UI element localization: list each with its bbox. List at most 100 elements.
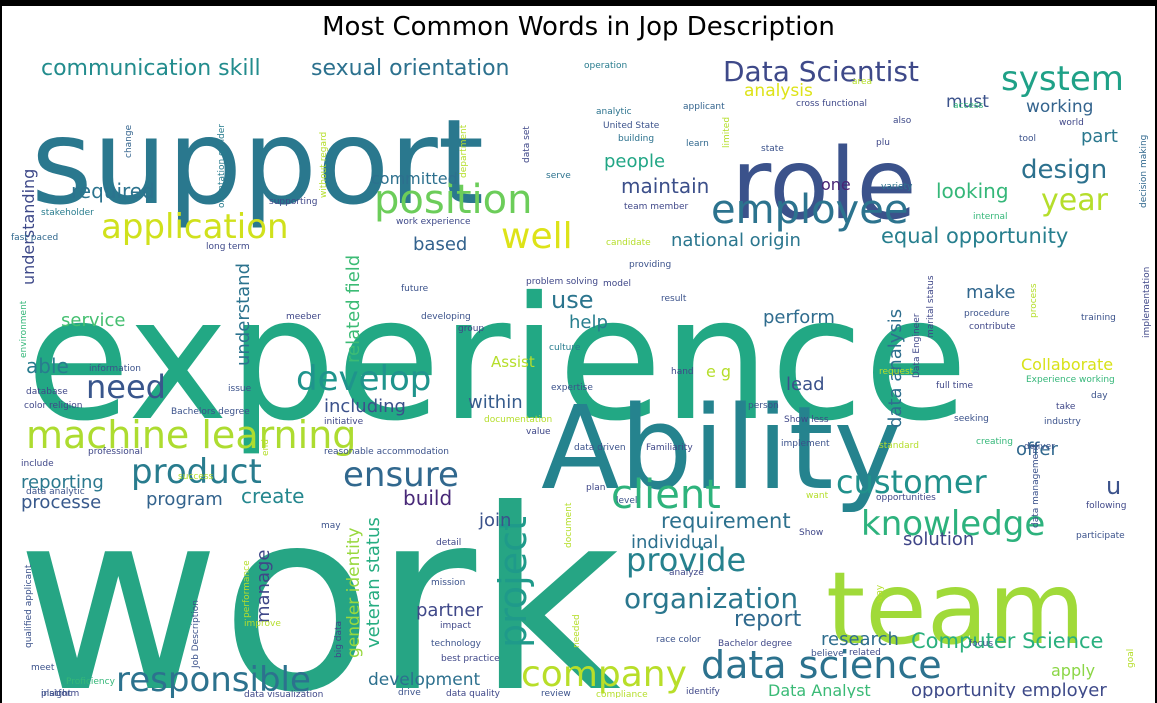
word-group: group xyxy=(458,324,484,334)
word-service: service xyxy=(61,310,125,331)
word-sexual-orientation: sexual orientation xyxy=(311,56,510,81)
word-understanding: understanding xyxy=(19,169,38,285)
word-tool: tool xyxy=(1019,134,1036,144)
word-building: building xyxy=(618,134,654,144)
word-assist: Assist xyxy=(491,353,535,371)
word-color-religion: color religion xyxy=(24,401,83,411)
word-show-less: Show less xyxy=(784,415,829,425)
word-variety: variety xyxy=(881,182,913,192)
word-related: related xyxy=(849,648,881,658)
word-data-science: data science xyxy=(701,643,942,687)
word-deliver: deliver xyxy=(1024,442,1055,452)
word-information: information xyxy=(89,364,141,374)
word-equal-opportunity: equal opportunity xyxy=(881,224,1068,248)
word-maintain: maintain xyxy=(621,174,709,198)
word-u: u xyxy=(1106,472,1121,500)
word-role: role xyxy=(731,128,917,242)
word-end: end xyxy=(261,439,271,456)
word-documentation: documentation xyxy=(484,415,552,425)
word-technology: technology xyxy=(431,639,482,649)
word-creating: creating xyxy=(976,437,1013,447)
word-professional: professional xyxy=(88,447,143,457)
word-team-member: team member xyxy=(624,202,689,212)
word-use: use xyxy=(551,286,593,314)
word-participate: participate xyxy=(1076,531,1125,541)
word-initiative: initiative xyxy=(324,417,364,427)
word-future: future xyxy=(401,284,429,294)
word-industry: industry xyxy=(1044,417,1082,427)
word-machine-learning: machine learning xyxy=(26,413,356,457)
word-application: application xyxy=(101,207,289,247)
word-issue: issue xyxy=(228,384,252,394)
word-document: document xyxy=(564,502,574,548)
word-ensure: ensure xyxy=(343,455,459,495)
word-level: level xyxy=(616,496,637,506)
word-company: company xyxy=(521,654,687,695)
word-data-analyst: Data Analyst xyxy=(768,681,871,698)
word-data-analysis: data analysis xyxy=(885,309,906,428)
word-world: world xyxy=(1059,118,1084,128)
word-applicant: applicant xyxy=(683,102,725,112)
word-create: create xyxy=(241,484,305,508)
word-hand: hand xyxy=(671,367,694,377)
word-plan: plan xyxy=(586,483,605,493)
word-race-color: race color xyxy=(656,635,701,645)
word-big-data: big data xyxy=(334,621,344,658)
word-also: also xyxy=(893,116,912,126)
word-improve: improve xyxy=(244,619,281,629)
word-design: design xyxy=(1021,155,1107,185)
word-way: way xyxy=(875,584,885,603)
word-required: required xyxy=(71,179,155,203)
word-bachelor-degree: Bachelor degree xyxy=(718,639,792,649)
word-state: state xyxy=(761,144,784,154)
word-model: model xyxy=(603,279,631,289)
word-familiarity: Familiarity xyxy=(646,443,693,453)
word-job-description: Job Description xyxy=(191,600,201,669)
word-partner: partner xyxy=(416,600,483,621)
word-problem-solving: problem solving xyxy=(526,277,598,287)
word-reasonable-accommodation: reasonable accommodation xyxy=(324,447,449,457)
word-analytic: analytic xyxy=(596,107,632,117)
word-analysis: analysis xyxy=(744,81,813,101)
word-including: including xyxy=(324,396,406,417)
word-project: project xyxy=(491,516,535,648)
word-full-time: full time xyxy=(936,381,974,391)
word-environment: environment xyxy=(19,300,29,358)
word-training: training xyxy=(1081,313,1116,323)
word-may: may xyxy=(321,521,341,531)
chart-frame: Most Common Words in Jop Description wor… xyxy=(2,6,1155,703)
word-build: build xyxy=(403,486,452,510)
word-marital-status: marital status xyxy=(926,275,936,338)
word-limited: limited xyxy=(722,117,732,148)
word-database: database xyxy=(26,387,68,397)
word-review: review xyxy=(541,689,571,698)
word-program: program xyxy=(146,489,223,510)
word-team: team xyxy=(826,550,1085,667)
word-client: client xyxy=(611,472,721,518)
word-long-term: long term xyxy=(206,242,250,252)
word-work: work xyxy=(16,456,621,698)
word-expertise: expertise xyxy=(551,383,593,393)
word-orientation-gender: orientation gender xyxy=(217,124,227,208)
word-platform: platform xyxy=(41,689,79,698)
word-serve: serve xyxy=(546,171,571,181)
word-national-origin: national origin xyxy=(671,230,801,251)
word-data-scientist: Data Scientist xyxy=(723,55,919,88)
word-access: access xyxy=(953,101,984,111)
word-organization: organization xyxy=(624,582,798,615)
word-looking: looking xyxy=(936,179,1009,203)
word-responsible: responsible xyxy=(116,660,311,698)
word-processe: processe xyxy=(21,492,101,513)
word-well: well xyxy=(501,216,573,257)
word-manage: manage xyxy=(253,549,274,623)
word-understand: understand xyxy=(233,263,254,366)
word-position: position xyxy=(374,177,532,223)
word-insight: insight xyxy=(41,689,72,698)
word-customer: customer xyxy=(836,463,988,501)
word-collaborate: Collaborate xyxy=(1021,355,1113,374)
word-procedure: procedure xyxy=(964,309,1010,319)
word-need: need xyxy=(86,368,166,406)
word-data-quality: data quality xyxy=(446,689,501,698)
word-decision-making: decision making xyxy=(1139,135,1149,208)
word-compliance: compliance xyxy=(596,690,648,698)
